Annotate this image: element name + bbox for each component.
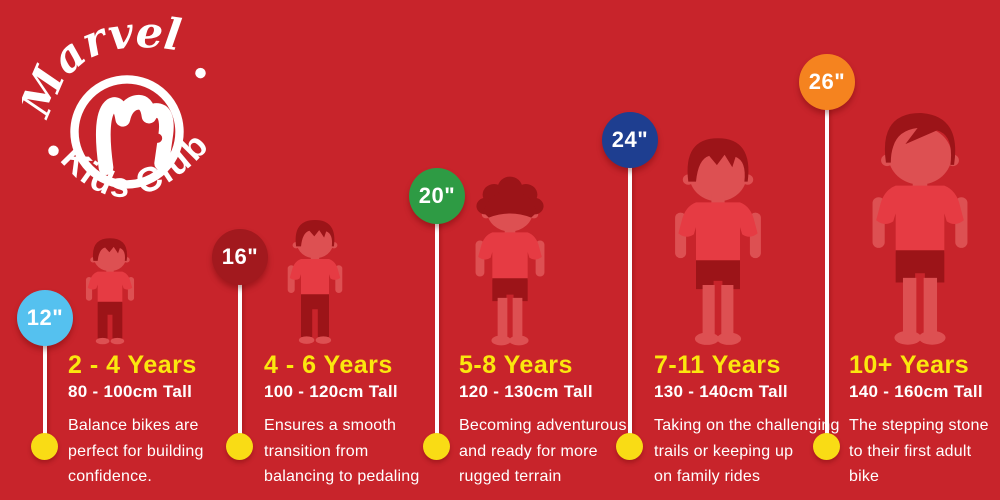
logo-m-mark [95,94,174,175]
description: The stepping stone to their first adult … [849,417,989,486]
description: Ensures a smooth transition from balanci… [264,417,420,486]
badge-pole [628,140,632,446]
badge-pole [43,318,47,446]
badge-pole [435,196,439,446]
logo-ring [70,75,184,189]
age-heading: 10+ Years [849,351,970,379]
kid-figure [85,238,135,345]
description: Taking on the challenging trails or keep… [654,417,840,486]
ground-dot [226,433,253,460]
ground-dot [31,433,58,460]
height-range: 100 - 120cm Tall [264,382,398,402]
size-badge: 24" [602,112,658,168]
age-heading: 2 - 4 Years [68,351,197,379]
logo-m-eye [152,133,163,143]
age-heading: 7-11 Years [654,351,781,379]
height-range: 130 - 140cm Tall [654,382,788,402]
description: Balance bikes are perfect for building c… [68,417,204,486]
size-badge: 12" [17,290,73,346]
size-badge-label: 16" [221,244,259,269]
age-heading: 4 - 6 Years [264,351,393,379]
kid-figure [872,113,968,345]
logo-dot-left [48,145,59,157]
height-range: 120 - 130cm Tall [459,382,593,402]
height-range: 80 - 100cm Tall [68,382,193,402]
ground-dot [616,433,643,460]
age-heading: 5-8 Years [459,351,573,379]
description: Becoming adventurous and ready for more … [459,417,627,486]
kid-figure [475,176,545,346]
height-range: 140 - 160cm Tall [849,382,983,402]
badge-pole [238,257,242,446]
ground-dot [813,433,840,460]
logo-dot-right [195,67,206,79]
badge-pole [825,82,829,446]
size-badge-label: 26" [808,69,846,94]
size-badge: 20" [409,168,465,224]
size-badge-label: 12" [26,305,64,330]
ground-dot [423,433,450,460]
size-badge: 16" [212,229,268,285]
kid-figure [675,138,761,345]
kid-figure [287,220,343,344]
size-badge-label: 20" [418,183,456,208]
brand-logo: Marvel Kids Club [22,8,215,205]
size-badge-label: 24" [611,127,649,152]
size-badge: 26" [799,54,855,110]
